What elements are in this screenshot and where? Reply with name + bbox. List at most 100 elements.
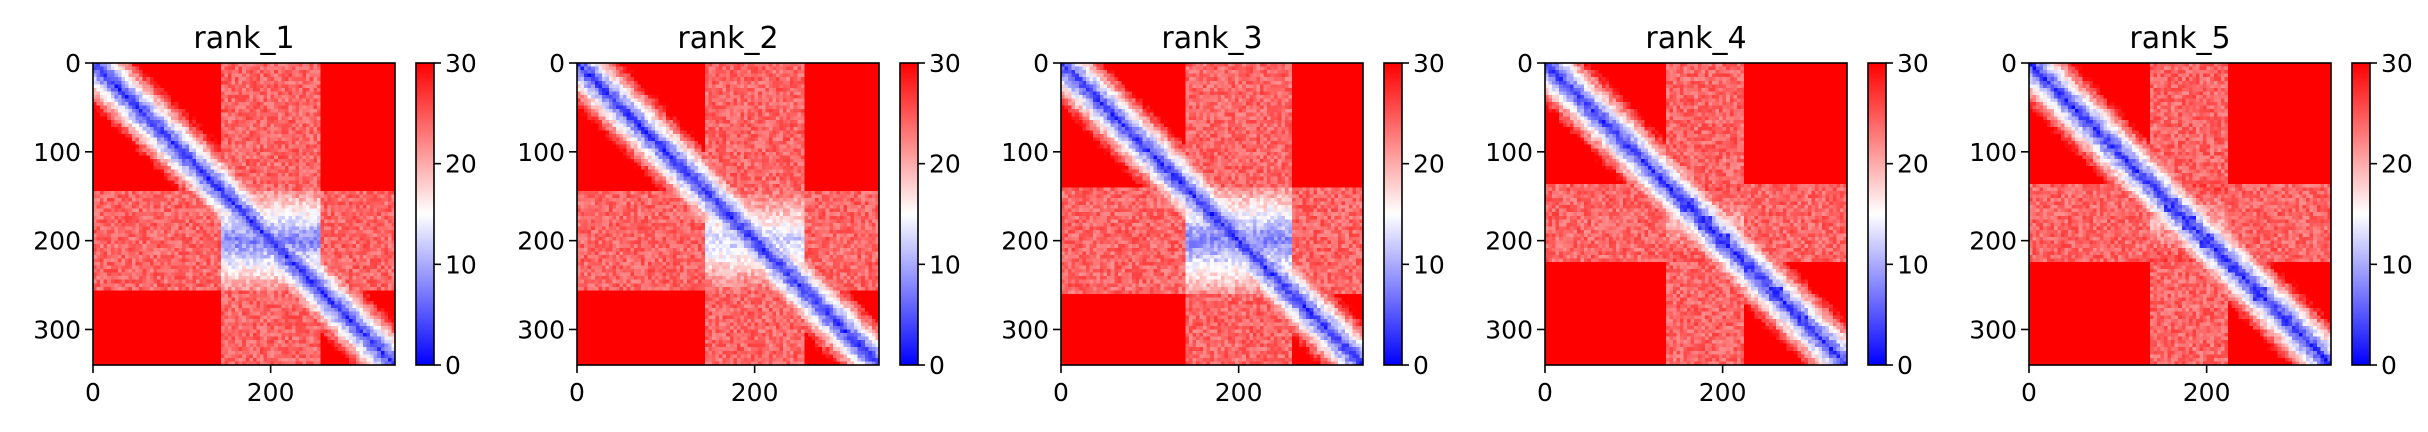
heatmap-cell <box>299 130 304 135</box>
heatmap-cell <box>391 73 396 78</box>
heatmap-cell <box>110 148 115 153</box>
heatmap-cell <box>345 73 350 78</box>
heatmap-cell <box>213 180 218 185</box>
heatmap-cell <box>284 144 290 149</box>
heatmap-cell <box>153 66 158 71</box>
heatmap-cell <box>249 169 254 174</box>
heatmap-cell <box>245 155 250 160</box>
heatmap-cell <box>124 73 130 78</box>
heatmap-cell <box>306 126 311 132</box>
heatmap-cell <box>146 269 151 274</box>
heatmap-cell <box>128 187 133 192</box>
heatmap-cell <box>299 102 304 107</box>
heatmap-cell <box>259 212 265 217</box>
heatmap-cell <box>238 148 243 153</box>
heatmap-cell <box>235 183 240 188</box>
heatmap-cell <box>355 265 361 270</box>
heatmap-cell <box>302 183 307 188</box>
heatmap-cell <box>373 247 378 252</box>
heatmap-cell <box>370 112 375 117</box>
heatmap-cell <box>164 109 169 114</box>
heatmap-cell <box>220 112 226 117</box>
heatmap-cell <box>323 63 329 68</box>
heatmap-cell <box>331 137 336 142</box>
heatmap-cell <box>238 173 243 178</box>
heatmap-cell <box>149 198 154 203</box>
heatmap-cell <box>164 176 169 181</box>
heatmap-cell <box>384 109 389 114</box>
heatmap-cell <box>228 91 233 96</box>
heatmap-cell <box>380 173 385 178</box>
heatmap-cell <box>295 176 300 181</box>
heatmap-cell <box>110 215 115 220</box>
heatmap-cell <box>114 183 119 188</box>
heatmap-cell <box>331 194 336 199</box>
heatmap-cell <box>142 116 147 121</box>
heatmap-cell <box>107 144 112 149</box>
heatmap-cell <box>107 176 112 181</box>
heatmap-cell <box>139 126 144 132</box>
heatmap-cell <box>252 237 258 242</box>
heatmap-cell <box>284 137 290 142</box>
heatmap-cell <box>316 119 321 124</box>
heatmap-cell <box>331 116 336 121</box>
heatmap-cell <box>114 169 119 174</box>
heatmap-cell <box>366 176 371 181</box>
heatmap-cell <box>220 212 226 217</box>
heatmap-cell <box>128 141 133 146</box>
heatmap-cell <box>391 91 396 96</box>
heatmap-cell <box>128 269 133 274</box>
heatmap-cell <box>331 240 336 245</box>
heatmap-cell <box>203 190 208 196</box>
heatmap-cell <box>334 134 339 139</box>
heatmap-cell <box>174 205 179 210</box>
heatmap-cell <box>345 70 350 75</box>
heatmap-cell <box>164 91 169 96</box>
heatmap-cell <box>231 269 236 274</box>
heatmap-cell <box>270 119 275 124</box>
heatmap-cell <box>121 247 126 252</box>
heatmap-cell <box>252 66 258 71</box>
heatmap-cell <box>213 208 218 213</box>
heatmap-cell <box>366 151 371 156</box>
heatmap-cell <box>160 222 165 228</box>
heatmap-cell <box>377 169 382 174</box>
heatmap-cell <box>391 126 396 132</box>
heatmap-cell <box>110 198 115 203</box>
heatmap-cell <box>192 105 197 110</box>
heatmap-cell <box>302 137 307 142</box>
heatmap-cell <box>188 233 194 238</box>
heatmap-cell <box>107 173 112 178</box>
heatmap-cell <box>135 148 140 153</box>
heatmap-cell <box>331 244 336 249</box>
heatmap-cell <box>363 70 368 75</box>
heatmap-cell <box>249 141 254 146</box>
heatmap-cell <box>156 183 162 188</box>
heatmap-cell <box>210 112 215 117</box>
heatmap-cell <box>217 251 222 256</box>
heatmap-cell <box>331 173 336 178</box>
heatmap-cell <box>167 98 172 103</box>
heatmap-cell <box>366 77 371 82</box>
heatmap-cell <box>164 194 169 199</box>
heatmap-cell <box>100 205 105 210</box>
heatmap-cell <box>121 176 126 181</box>
heatmap-cell <box>288 254 293 260</box>
heatmap-cell <box>331 112 336 117</box>
heatmap-cell <box>213 73 218 78</box>
heatmap-cell <box>185 151 190 156</box>
heatmap-cell <box>235 137 240 142</box>
heatmap-cell <box>114 87 119 93</box>
heatmap-cell <box>231 254 236 260</box>
heatmap-cell <box>249 94 254 100</box>
heatmap-cell <box>100 73 105 78</box>
heatmap-cell <box>206 119 211 124</box>
heatmap-cell <box>284 87 290 93</box>
heatmap-cell <box>313 109 318 114</box>
heatmap-cell <box>213 91 218 96</box>
heatmap-cell <box>192 222 197 228</box>
heatmap-cell <box>323 173 329 178</box>
heatmap-cell <box>242 66 247 71</box>
heatmap-cell <box>178 244 183 249</box>
heatmap-cell <box>348 162 353 167</box>
